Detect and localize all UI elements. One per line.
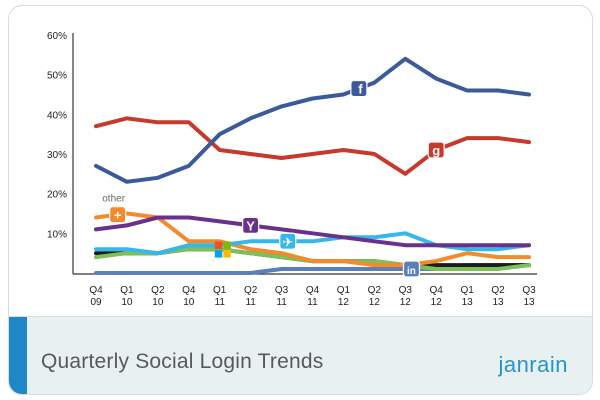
x-tick-label: Q4 09 bbox=[89, 285, 103, 308]
linkedin-icon: in bbox=[402, 260, 421, 278]
svg-text:g: g bbox=[432, 143, 440, 158]
svg-text:✈: ✈ bbox=[282, 234, 293, 249]
svg-text:+: + bbox=[114, 208, 122, 223]
x-tick-label: Q4 11 bbox=[306, 285, 320, 308]
y-tick-label: 50% bbox=[47, 71, 67, 82]
x-tick-label: Q2 13 bbox=[491, 285, 505, 308]
x-tick-label: Q2 10 bbox=[151, 285, 165, 308]
series-line-twitter bbox=[94, 231, 531, 256]
x-tick-label: Q4 10 bbox=[182, 285, 196, 308]
windows-icon bbox=[214, 241, 231, 258]
y-tick-label: 40% bbox=[47, 110, 67, 121]
svg-text:Y: Y bbox=[246, 218, 255, 233]
line-chart: 60% 50% 40% 30% 20% 10% Q4 09 Q1 10 Q2 10 Q4 10 Q1 11 Q2… bbox=[47, 31, 537, 308]
facebook-icon: f bbox=[350, 79, 368, 98]
google-icon: g bbox=[427, 141, 445, 159]
x-tick-label: Q3 11 bbox=[275, 285, 289, 308]
series-line-google bbox=[94, 116, 531, 176]
twitter-icon: ✈ bbox=[279, 232, 297, 250]
x-tick-label: Q3 13 bbox=[522, 285, 536, 308]
google-plus-icon: + bbox=[109, 206, 127, 224]
y-tick-label: 20% bbox=[47, 190, 67, 201]
brand-logo: janrain bbox=[498, 352, 568, 377]
y-tick-label: 60% bbox=[47, 31, 67, 42]
series-label-other: other bbox=[102, 194, 125, 205]
y-tick-label: 30% bbox=[47, 150, 67, 161]
chart-footer: Quarterly Social Login Trends janrain bbox=[9, 316, 592, 394]
x-tick-label: Q2 12 bbox=[368, 285, 382, 308]
x-tick-label: Q1 12 bbox=[337, 285, 351, 308]
x-tick-label: Q1 13 bbox=[460, 285, 474, 308]
x-tick-label: Q1 10 bbox=[120, 285, 134, 308]
yahoo-icon: Y bbox=[242, 216, 260, 234]
x-tick-label: Q4 12 bbox=[430, 285, 444, 308]
x-tick-label: Q2 11 bbox=[244, 285, 258, 308]
series-line-facebook bbox=[94, 56, 531, 184]
x-tick-label: Q1 11 bbox=[213, 285, 227, 308]
svg-text:in: in bbox=[407, 266, 416, 277]
svg-text:f: f bbox=[358, 82, 363, 97]
series-line-yahoo bbox=[94, 215, 531, 248]
footer-accent-bar bbox=[9, 317, 27, 394]
series-line-other bbox=[94, 211, 531, 268]
x-tick-label: Q3 12 bbox=[399, 285, 413, 308]
y-tick-label: 10% bbox=[47, 229, 67, 240]
chart-card: 60% 50% 40% 30% 20% 10% Q4 09 Q1 10 Q2 10 Q4 10 Q1 11 Q2… bbox=[8, 5, 593, 395]
chart-title: Quarterly Social Login Trends bbox=[41, 350, 324, 373]
